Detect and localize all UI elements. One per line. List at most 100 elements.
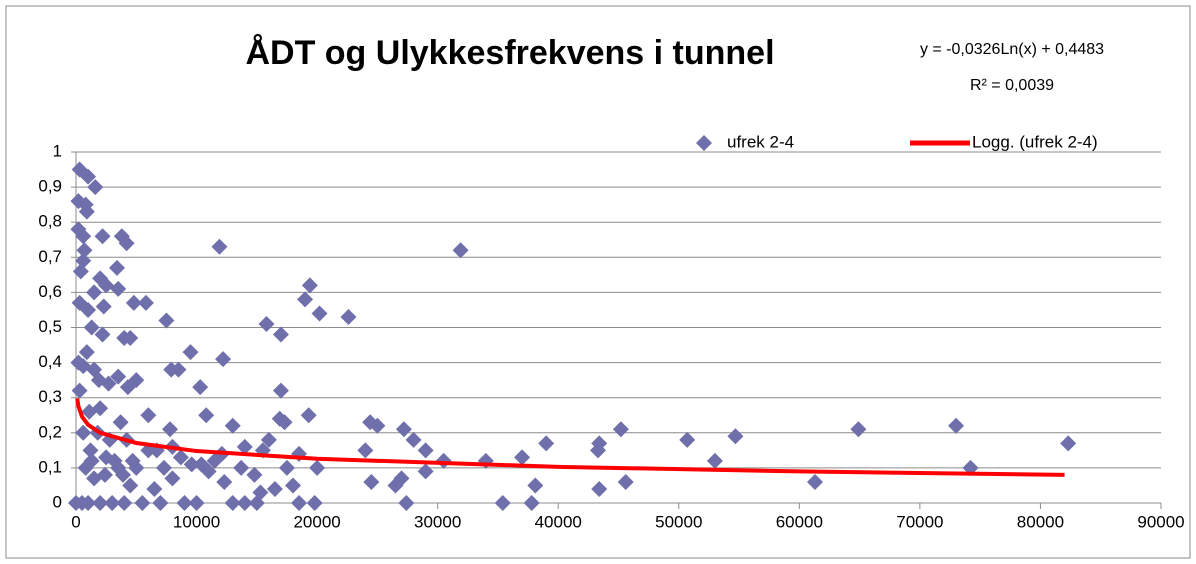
point [211, 238, 228, 255]
point [100, 375, 117, 392]
point [182, 344, 199, 361]
y-tick-label: 0,7 [38, 247, 62, 266]
point [83, 452, 100, 469]
point [311, 305, 328, 322]
point [122, 477, 139, 494]
point [146, 480, 163, 497]
point [514, 449, 531, 466]
point [75, 228, 92, 245]
point [152, 495, 169, 511]
point [156, 459, 173, 476]
point [236, 438, 253, 455]
point [71, 382, 88, 399]
point [112, 414, 129, 431]
point [118, 235, 135, 252]
point [291, 495, 308, 511]
point [192, 379, 209, 396]
point [850, 421, 867, 438]
point [116, 495, 133, 511]
point [494, 495, 511, 511]
x-tick-label: 10000 [173, 512, 220, 531]
x-tick-label: 80000 [1017, 512, 1064, 531]
point [125, 294, 142, 311]
y-tick-label: 0,9 [38, 177, 62, 196]
y-tick-label: 1 [53, 141, 62, 160]
point [417, 463, 434, 480]
point [104, 495, 121, 511]
point [78, 344, 95, 361]
y-tick-label: 0,1 [38, 457, 62, 476]
point [405, 431, 422, 448]
point [297, 291, 314, 308]
point [260, 431, 277, 448]
point [233, 459, 250, 476]
x-tick-label: 90000 [1137, 512, 1184, 531]
point [523, 495, 540, 511]
point [96, 466, 113, 483]
point [83, 319, 100, 336]
point [183, 456, 200, 473]
point [258, 315, 275, 332]
point [948, 417, 965, 434]
point [224, 495, 241, 511]
point [78, 203, 95, 220]
equation: y = -0,0326Ln(x) + 0,4483 [920, 41, 1104, 58]
x-tick-label: 50000 [655, 512, 702, 531]
point [727, 428, 744, 445]
point [92, 400, 109, 417]
point [134, 495, 151, 511]
y-tick-label: 0,4 [38, 352, 62, 371]
x-tick-label: 0 [71, 512, 80, 531]
point [612, 421, 629, 438]
trend-line [75, 398, 1065, 477]
point [110, 368, 127, 385]
legend-marker [696, 135, 712, 151]
x-tick-label: 60000 [776, 512, 823, 531]
point [417, 442, 434, 459]
y-tick-label: 0,5 [38, 317, 62, 336]
point [272, 382, 289, 399]
x-tick-label: 20000 [293, 512, 340, 531]
point [246, 466, 263, 483]
point [306, 495, 323, 511]
point [617, 473, 634, 490]
point [216, 473, 233, 490]
point [137, 294, 154, 311]
point [276, 414, 293, 431]
y-tick-label: 0,3 [38, 387, 62, 406]
point [527, 477, 544, 494]
point [75, 424, 92, 441]
point [278, 459, 295, 476]
point [393, 470, 410, 487]
point [236, 495, 253, 511]
point [266, 480, 283, 497]
point [98, 277, 115, 294]
point [106, 452, 123, 469]
point [164, 470, 181, 487]
point [357, 442, 374, 459]
point [188, 495, 205, 511]
point [80, 301, 97, 318]
point [162, 421, 179, 438]
point [206, 452, 223, 469]
point [72, 263, 89, 280]
y-tick-label: 0,6 [38, 282, 62, 301]
point [176, 495, 193, 511]
point [1060, 435, 1077, 452]
point [86, 284, 103, 301]
point [128, 372, 145, 389]
y-tick-label: 0,8 [38, 212, 62, 231]
point [301, 277, 318, 294]
point [590, 442, 607, 459]
point [309, 459, 326, 476]
point [538, 435, 555, 452]
point [68, 495, 84, 511]
y-tick-label: 0,2 [38, 422, 62, 441]
point [122, 330, 139, 347]
r-squared: R² = 0,0039 [970, 77, 1054, 94]
point [224, 417, 241, 434]
point [158, 312, 175, 329]
point [115, 466, 132, 483]
